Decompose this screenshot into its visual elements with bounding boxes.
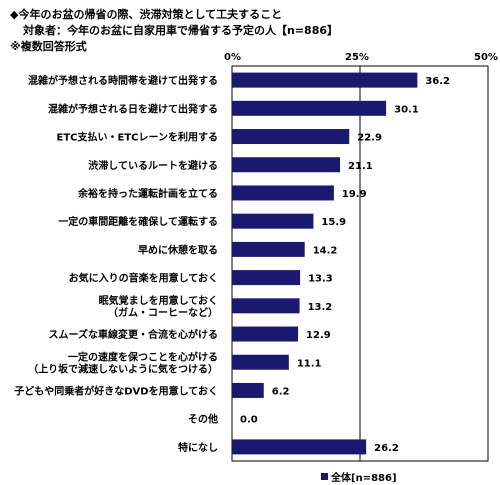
data-label: 22.9 [357, 133, 382, 144]
data-label: 21.1 [348, 161, 373, 172]
category-label-line: 混雑が予想される時間帯を避けて出発する [28, 74, 218, 87]
data-label: 14.2 [313, 245, 338, 256]
data-label: 36.2 [425, 76, 450, 87]
category-label: ETC支払い・ETCレーンを利用する [57, 131, 218, 144]
category-label-line: 一定の車間距離を確保して運転する [58, 215, 218, 228]
bar [232, 100, 387, 116]
category-label-line: 特になし [178, 441, 218, 454]
category-label: 子どもや同乗者が好きなDVDを用意しておく [14, 384, 218, 397]
category-label-line: スムーズな車線変更・合流を心がける [49, 328, 219, 341]
category-label: お気に入りの音楽を用意しておく [69, 272, 218, 285]
category-label-line: お気に入りの音楽を用意しておく [69, 272, 218, 285]
category-label: 余裕を持った運転計画を立てる [77, 187, 218, 200]
bar [232, 382, 264, 398]
bar [232, 270, 301, 286]
bar [232, 354, 289, 370]
legend-label: 全体[n=886] [331, 473, 397, 484]
category-label-line: 早めに休憩を取る [138, 243, 218, 256]
data-label: 13.3 [308, 274, 333, 285]
category-label: 混雑が予想される時間帯を避けて出発する [28, 74, 218, 87]
category-label-line: 余裕を持った運転計画を立てる [77, 187, 218, 200]
category-label-line: （上り坂で減速しないように気をつける） [28, 362, 218, 375]
category-label-line: ETC支払い・ETCレーンを利用する [57, 131, 218, 144]
x-tick-label-25: 25% [345, 52, 369, 63]
bar [232, 298, 300, 314]
legend-swatch [321, 473, 328, 480]
bar [232, 157, 341, 173]
bar [232, 439, 367, 455]
data-label: 6.2 [272, 386, 290, 397]
category-label-line: その他 [188, 413, 218, 426]
data-label: 11.1 [297, 358, 322, 369]
category-label-line: 渋滞しているルートを避ける [88, 159, 218, 172]
bar [232, 185, 334, 201]
category-label-line: 混雑が予想される日を避けて出発する [48, 102, 218, 115]
x-tick-label-0: 0% [224, 52, 241, 63]
data-label: 12.9 [306, 330, 331, 341]
bar [232, 72, 418, 88]
data-label: 30.1 [394, 104, 419, 115]
data-label: 19.9 [342, 189, 367, 200]
chart-answer-format-note: ※複数回答形式 [10, 40, 87, 53]
category-label: 混雑が予想される日を避けて出発する [48, 102, 218, 115]
category-label-line: 一定の速度を保つことを心がける [68, 350, 218, 363]
category-label-line: 子どもや同乗者が好きなDVDを用意しておく [14, 384, 218, 397]
legend: 全体[n=886] [321, 469, 397, 484]
category-label: 特になし [178, 441, 218, 454]
bar [232, 129, 350, 145]
category-label: 眠気覚ましを用意しておく（ガム・コーヒーなど） [99, 294, 218, 319]
bar [232, 213, 314, 229]
data-label: 13.2 [308, 302, 333, 313]
category-label: その他 [188, 413, 218, 426]
category-label-line: （ガム・コーヒーなど） [108, 306, 218, 319]
category-label: 一定の車間距離を確保して運転する [58, 215, 218, 228]
category-label: 渋滞しているルートを避ける [88, 159, 218, 172]
chart-title: ◆今年のお盆の帰省の際、渋滞対策として工夫すること [10, 8, 283, 21]
category-label: 一定の速度を保つことを心がける（上り坂で減速しないように気をつける） [28, 350, 218, 375]
data-label: 26.2 [374, 443, 399, 454]
category-label-line: 眠気覚ましを用意しておく [99, 294, 218, 307]
data-label: 15.9 [321, 217, 346, 228]
chart-target-note: 対象者：今年のお盆に自家用車で帰省する予定の人【n=886】 [23, 24, 339, 37]
category-label: スムーズな車線変更・合流を心がける [49, 328, 219, 341]
data-label: 0.0 [240, 415, 258, 426]
bar [232, 241, 305, 257]
category-label: 早めに休憩を取る [138, 243, 218, 256]
x-tick-label-50: 50% [474, 52, 498, 63]
bar [232, 326, 299, 342]
